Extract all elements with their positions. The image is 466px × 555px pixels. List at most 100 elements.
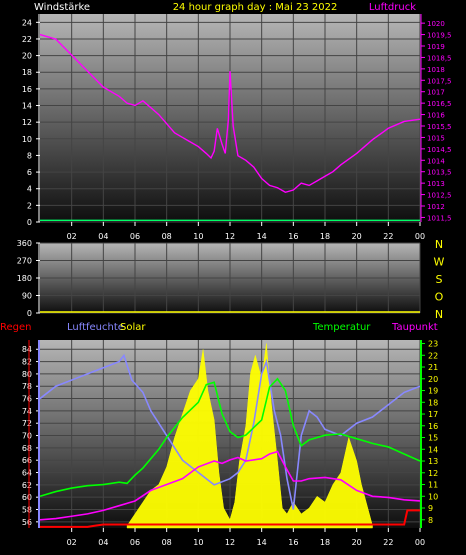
y2-tick-label: 1013,5 xyxy=(427,169,452,177)
y2-tick-label: 1019 xyxy=(427,43,445,51)
y2-tick-label: 15 xyxy=(428,434,438,443)
x-tick-label: 12 xyxy=(225,538,235,547)
y2-tick-label: 16 xyxy=(428,422,438,431)
y2-tick-label: 1014 xyxy=(427,157,445,165)
y2-tick-label: 1020 xyxy=(427,20,445,28)
x-tick-label: 04 xyxy=(98,232,108,241)
y-tick-label: 64 xyxy=(22,469,32,478)
series-luftdruck xyxy=(39,33,421,194)
y2-tick-label: 20 xyxy=(428,375,438,384)
legend-solar: Solar xyxy=(120,322,146,333)
y2-tick-label: 1011,5 xyxy=(427,214,452,222)
y-tick-label: 62 xyxy=(22,481,32,490)
y-tick-label: 18 xyxy=(22,68,32,77)
series-temperatur xyxy=(39,377,421,498)
legend-regen: Regen xyxy=(0,322,32,333)
y-tick-label: 20 xyxy=(22,52,32,61)
x-tick-label: 02 xyxy=(67,232,77,241)
series-3 xyxy=(39,343,421,529)
y2-tick-label: 1016 xyxy=(427,112,445,120)
x-tick-label: 08 xyxy=(162,232,172,241)
series-regen xyxy=(40,509,420,528)
x-tick-label: 06 xyxy=(130,538,140,547)
direction-label: O xyxy=(435,291,444,304)
direction-label: W xyxy=(434,256,445,269)
y2-tick-label: 1017 xyxy=(427,89,445,97)
y-tick-label: 2 xyxy=(27,201,32,210)
y2-tick-label: 23 xyxy=(428,340,438,349)
y2-tick-label: 1018 xyxy=(427,66,445,74)
x-tick-label: 16 xyxy=(288,538,298,547)
chart-title: 24 hour graph day : Mai 23 2022 xyxy=(173,2,338,13)
y-tick-label: 56 xyxy=(22,518,32,527)
x-tick-label: 16 xyxy=(288,232,298,241)
left-axis-3: 56 58 60 62 64 66 68 70 72 74 76 78 80 82 84 xyxy=(22,340,40,528)
y-tick-label: 6 xyxy=(27,168,32,177)
left-axis-2: 0 90 180 270 360 xyxy=(17,239,40,318)
y-tick-label: 68 xyxy=(22,444,32,453)
y-tick-label: 58 xyxy=(22,506,32,515)
y-tick-label: 84 xyxy=(22,345,32,354)
y-tick-label: 22 xyxy=(22,35,32,44)
y2-tick-label: 21 xyxy=(428,363,438,372)
x-tick-label: 00 xyxy=(415,538,425,547)
y-tick-label: 14 xyxy=(22,102,32,111)
x-tick-label: 08 xyxy=(162,538,172,547)
y-tick-label: 8 xyxy=(27,151,32,160)
x-tick-label: 20 xyxy=(352,232,362,241)
legend-taupunkt: Taupunkt xyxy=(391,322,438,333)
series-taupunkt xyxy=(39,450,421,521)
legend-temperatur: Temperatur xyxy=(312,322,371,333)
y-tick-label: 16 xyxy=(22,85,32,94)
y2-tick-label: 14 xyxy=(428,445,438,454)
x-tick-label: 10 xyxy=(193,538,203,547)
x-tick-label: 22 xyxy=(383,232,393,241)
y-tick-label: 76 xyxy=(22,395,32,404)
x-axis-3: 02 04 06 08 10 12 14 16 18 20 22 00 xyxy=(67,528,425,547)
y2-tick-label: 9 xyxy=(428,504,433,513)
y-tick-label: 12 xyxy=(22,118,32,127)
y2-tick-label: 1015,5 xyxy=(427,123,452,131)
y2-tick-label: 1012,5 xyxy=(427,192,452,200)
y2-tick-label: 1016,5 xyxy=(427,100,452,108)
x-axis-1: 02 04 06 08 10 12 14 16 18 20 22 00 xyxy=(67,222,425,241)
x-tick-label: 10 xyxy=(193,232,203,241)
y-tick-label: 4 xyxy=(27,185,32,194)
x-tick-label: 00 xyxy=(415,232,425,241)
y-tick-label: 80 xyxy=(22,370,32,379)
y-tick-label: 74 xyxy=(22,407,32,416)
right-axis-1: 1011,5 1012 1012,5 1013 1013,5 1014 1014,5 1015… xyxy=(420,14,452,222)
y2-tick-label: 1017,5 xyxy=(427,77,452,85)
grid-2 xyxy=(40,242,421,314)
y2-tick-label: 1014,5 xyxy=(427,146,452,154)
direction-label: N xyxy=(435,308,443,321)
y2-tick-label: 10 xyxy=(428,492,438,501)
y-tick-label: 270 xyxy=(17,257,32,266)
y-tick-label: 66 xyxy=(22,456,32,465)
x-tick-label: 14 xyxy=(257,232,267,241)
y2-tick-label: 19 xyxy=(428,387,438,396)
series-luftfeuchte xyxy=(39,353,421,510)
y-tick-label: 78 xyxy=(22,382,32,391)
y-tick-label: 70 xyxy=(22,432,32,441)
y2-tick-label: 12 xyxy=(428,469,438,478)
y-tick-label: 0 xyxy=(27,309,32,318)
x-tick-label: 18 xyxy=(320,538,330,547)
right-axis-3: 8 9 10 11 12 13 14 15 16 17 18 19 20 21 22 23 xyxy=(420,340,438,528)
x-tick-label: 22 xyxy=(383,538,393,547)
legend-luftfeuchte: Luftfeuchte xyxy=(67,322,124,333)
x-tick-label: 02 xyxy=(67,538,77,547)
y-tick-label: 0 xyxy=(27,218,32,227)
y2-tick-label: 1013 xyxy=(427,180,445,188)
y-tick-label: 90 xyxy=(22,292,32,301)
x-tick-label: 20 xyxy=(352,538,362,547)
y2-tick-label: 22 xyxy=(428,351,438,360)
direction-label: N xyxy=(435,238,443,251)
y-tick-label: 60 xyxy=(22,493,32,502)
y-tick-label: 180 xyxy=(17,274,32,283)
y-tick-label: 360 xyxy=(17,239,32,248)
luftdruck-label: Luftdruck xyxy=(369,2,416,13)
y-tick-label: 72 xyxy=(22,419,32,428)
